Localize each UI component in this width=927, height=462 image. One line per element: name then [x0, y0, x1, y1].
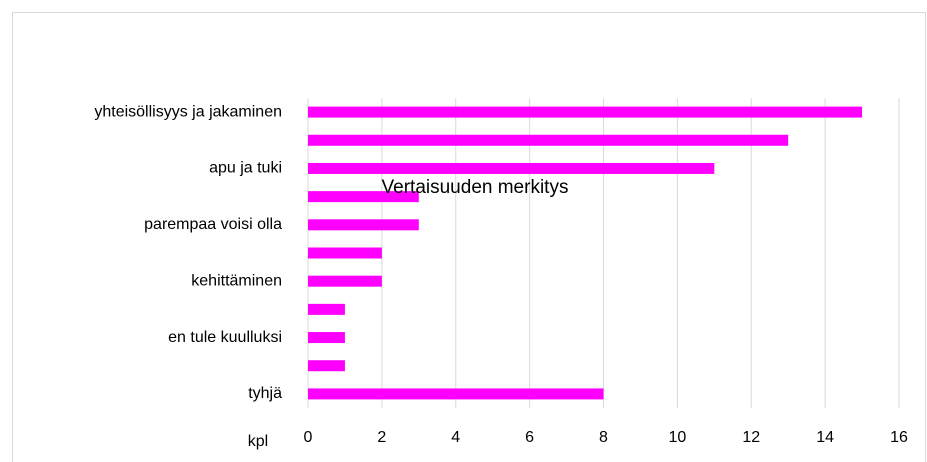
chart-title: Vertaisuuden merkitys — [382, 177, 569, 198]
x-tick-label: 2 — [377, 429, 386, 446]
bar — [308, 191, 419, 203]
x-tick-label: 6 — [525, 429, 534, 446]
y-tick-label: yhteisöllisyys ja jakaminen — [94, 103, 282, 120]
x-tick-label: 10 — [668, 429, 686, 446]
bar — [308, 303, 345, 315]
x-tick-label: 14 — [816, 429, 834, 446]
x-tick-label: 16 — [890, 429, 908, 446]
y-tick-label: apu ja tuki — [209, 160, 282, 177]
bar — [308, 134, 789, 146]
bar — [308, 247, 382, 259]
bar — [308, 162, 715, 174]
y-tick-label: parempaa voisi olla — [144, 216, 282, 233]
y-tick-label: en tule kuulluksi — [168, 329, 282, 346]
bar — [308, 360, 345, 372]
x-tick-label: 4 — [451, 429, 460, 446]
bar — [308, 106, 863, 118]
y-tick-label: kehittäminen — [191, 272, 282, 289]
axis-label: kpl — [248, 433, 268, 450]
y-tick-label: tyhjä — [248, 385, 282, 402]
x-tick-label: 8 — [599, 429, 608, 446]
bar — [308, 388, 604, 400]
bar — [308, 332, 345, 344]
x-tick-label: 12 — [742, 429, 760, 446]
chart-frame — [12, 12, 926, 462]
bar — [308, 275, 382, 287]
bar — [308, 219, 419, 231]
x-tick-label: 0 — [304, 429, 313, 446]
